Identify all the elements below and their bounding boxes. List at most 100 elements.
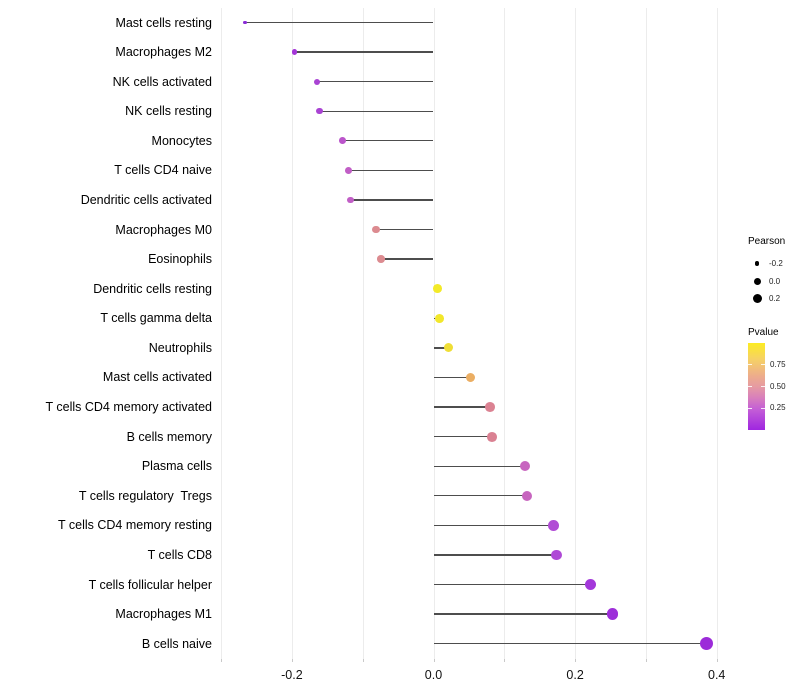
legend-size-dot (754, 261, 760, 266)
lollipop-dot (347, 196, 355, 204)
lollipop-dot (551, 549, 563, 561)
lollipop-dot (443, 343, 453, 353)
colorbar-tick (761, 407, 765, 409)
colorbar-label: 0.25 (770, 403, 786, 413)
lollipop-dot (243, 20, 247, 25)
x-axis-tick (645, 659, 647, 662)
y-tick-label: Macrophages M0 (115, 222, 212, 237)
lollipop-dot (316, 108, 323, 115)
lollipop-dot (465, 372, 476, 383)
colorbar-tick (748, 407, 752, 409)
lollipop-dot (548, 519, 560, 531)
gridline (362, 7, 364, 659)
y-tick-label: Neutrophils (148, 340, 212, 355)
lollipop-dot (519, 461, 530, 472)
gridline (291, 7, 293, 659)
lollipop-dot (606, 608, 619, 620)
lollipop-dot (372, 225, 380, 234)
lollipop-stem (348, 169, 434, 172)
y-tick-label: T cells gamma delta (100, 311, 212, 326)
legend-size-label: -0.2 (769, 258, 783, 268)
lollipop-stem (433, 643, 707, 645)
lollipop-stem (245, 21, 434, 24)
y-tick-label: T cells follicular helper (88, 577, 212, 592)
lollipop-dot (338, 137, 346, 145)
x-axis-tick (504, 659, 506, 662)
legend-size-dot (753, 278, 761, 285)
lollipop-dot (292, 49, 298, 55)
lollipop-dot (345, 166, 352, 174)
x-axis-tick (575, 659, 577, 662)
lollipop-dot (433, 284, 443, 294)
colorbar-tick (761, 364, 765, 366)
y-tick-label: Mast cells activated (102, 370, 212, 385)
x-axis-tick (716, 659, 718, 662)
lollipop-stem (342, 140, 434, 142)
lollipop-stem (433, 524, 554, 526)
y-tick-label: T cells CD8 (147, 547, 212, 562)
lollipop-stem (317, 81, 434, 83)
gridline (221, 7, 223, 659)
colorbar-tick (748, 364, 752, 366)
lollipop-dot (584, 578, 597, 591)
lollipop-stem (433, 495, 527, 497)
y-tick-label: NK cells resting (125, 104, 212, 119)
gridline (433, 7, 435, 659)
legend-pearson-title: Pearson (748, 236, 786, 247)
legend-pvalue-title: Pvalue (748, 327, 779, 338)
x-axis-tick (291, 659, 293, 662)
lollipop-dot (487, 431, 498, 442)
x-tick-label: 0.4 (707, 668, 726, 682)
y-tick-label: T cells CD4 memory resting (58, 518, 212, 533)
legend-size-dot (752, 294, 762, 303)
x-tick-label: 0.2 (566, 668, 584, 682)
lollipop-stem (433, 347, 449, 349)
y-tick-label: T cells CD4 memory activated (45, 400, 213, 415)
y-tick-label: T cells CD4 naive (114, 163, 212, 178)
x-tick-label: -0.2 (281, 668, 303, 682)
lollipop-stem (433, 613, 613, 615)
y-tick-label: Eosinophils (148, 252, 212, 267)
x-tick-label: 0.0 (424, 668, 443, 682)
lollipop-stem (433, 435, 493, 438)
y-tick-label: Macrophages M1 (115, 607, 212, 622)
colorbar-tick (748, 386, 752, 387)
gridline (645, 7, 647, 659)
colorbar-tick (761, 386, 765, 387)
y-tick-label: B cells memory (126, 429, 212, 444)
lollipop-stem (376, 228, 434, 231)
lollipop-stem (433, 583, 591, 586)
y-tick-label: Mast cells resting (115, 15, 212, 30)
x-axis-tick (362, 659, 364, 662)
lollipop-dot (700, 637, 714, 651)
x-axis-tick (433, 659, 435, 662)
y-tick-label: NK cells activated (112, 74, 212, 89)
pvalue-gradient-bar (748, 343, 765, 430)
x-axis-tick (221, 659, 223, 662)
lollipop-stem (433, 376, 471, 379)
y-tick-label: Plasma cells (141, 459, 212, 474)
y-tick-label: B cells naive (141, 636, 212, 651)
colorbar-label: 0.75 (770, 359, 786, 369)
colorbar-label: 0.50 (770, 381, 786, 391)
y-tick-label: Dendritic cells activated (80, 192, 212, 207)
y-tick-label: Dendritic cells resting (93, 281, 212, 296)
lollipop-dot (377, 255, 385, 263)
lollipop-stem (433, 465, 525, 467)
lollipop-stem (319, 110, 434, 112)
y-tick-label: Macrophages M2 (115, 45, 212, 60)
lollipop-dot (435, 313, 445, 323)
lollipop-stem (433, 554, 557, 556)
lollipop-stem (433, 406, 491, 408)
lollipop-dot (521, 490, 533, 501)
lollipop-stem (381, 258, 434, 260)
lollipop-dot (314, 78, 321, 85)
legend-size-label: 0.0 (769, 276, 781, 286)
legend-size-label: 0.2 (769, 293, 781, 303)
gridline (575, 7, 577, 659)
lollipop-stem (350, 199, 434, 201)
gridline (504, 7, 506, 659)
y-tick-label: T cells regulatory Tregs (78, 488, 212, 503)
lollipop-dot (485, 402, 495, 412)
